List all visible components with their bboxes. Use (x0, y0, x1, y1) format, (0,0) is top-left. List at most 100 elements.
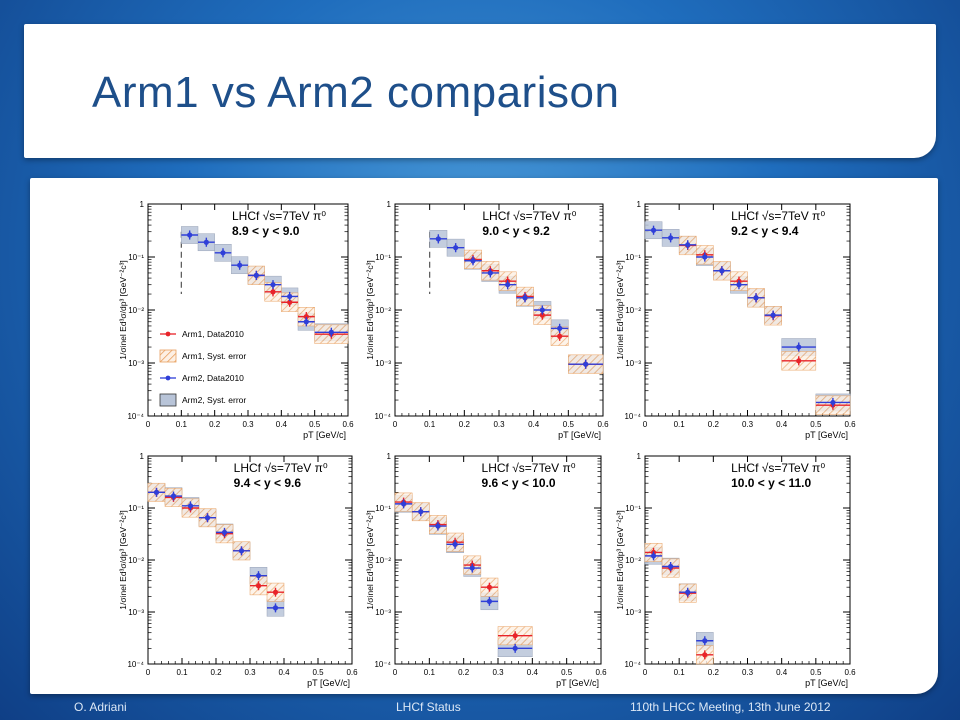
footer-author: O. Adriani (74, 700, 127, 714)
rapidity-range-label: 9.4 < y < 9.6 (234, 476, 302, 490)
x-tick-label: 0.6 (342, 420, 354, 429)
y-tick-label: 1 (140, 452, 145, 461)
x-axis-label: pT [GeV/c] (805, 678, 848, 688)
panel-label: LHCf √s=7TeV π⁰ (234, 461, 328, 475)
arm2-point (512, 645, 518, 651)
x-axis-label: pT [GeV/c] (805, 430, 848, 440)
x-tick-label: 0.3 (244, 668, 256, 677)
arm2-point (287, 293, 293, 300)
x-axis-label: pT [GeV/c] (558, 430, 601, 440)
arm2-point (237, 262, 243, 268)
x-tick-label: 0.4 (276, 420, 288, 429)
x-tick-label: 0.3 (742, 420, 754, 429)
arm1-point (796, 358, 802, 364)
rapidity-range-label: 10.0 < y < 11.0 (731, 476, 811, 490)
rapidity-range-label: 9.0 < y < 9.2 (482, 224, 550, 238)
arm2-point (418, 509, 424, 515)
arm2-point (253, 272, 259, 278)
arm1-point (486, 584, 493, 590)
x-axis-label: pT [GeV/c] (556, 678, 599, 688)
x-tick-label: 0.3 (742, 668, 754, 677)
y-axis-label: 1/σinel Ed³σ/dp³ [GeV⁻²c³] (365, 510, 375, 610)
panel-label: LHCf √s=7TeV π⁰ (482, 461, 576, 475)
x-tick-label: 0 (393, 420, 398, 429)
x-tick-label: 0.5 (312, 668, 324, 677)
arm2-point (539, 307, 545, 313)
y-tick-label: 10⁻³ (625, 608, 641, 617)
arm2-point (487, 270, 493, 276)
y-axis-label: 1/σinel Ed³σ/dp³ [GeV⁻²c³] (118, 510, 128, 610)
arm2-point (770, 312, 776, 318)
legend-label: Arm2, Syst. error (182, 395, 246, 405)
x-tick-label: 0.2 (708, 420, 720, 429)
x-tick-label: 0.4 (776, 668, 788, 677)
y-tick-label: 10⁻¹ (375, 253, 391, 262)
plots-figure: 0 0.1 0.2 0.3 0.4 0.5 0.6 10⁻⁴ 10⁻³ 10⁻² 10⁻¹ 1 pT [… (118, 200, 856, 688)
x-tick-label: 0.6 (844, 420, 856, 429)
x-tick-label: 0.1 (176, 668, 188, 677)
x-tick-label: 0 (643, 668, 648, 677)
arm2-point (650, 553, 657, 559)
y-tick-label: 10⁻³ (128, 608, 144, 617)
legend-swatch (159, 349, 177, 363)
y-axis-label: 1/σinel Ed³σ/dp³ [GeV⁻²c³] (118, 260, 128, 360)
legend-marker (165, 375, 171, 381)
arm1-point (539, 312, 545, 318)
y-axis-label: 1/σinel Ed³σ/dp³ [GeV⁻²c³] (615, 260, 625, 360)
x-tick-label: 0.1 (674, 668, 686, 677)
arm2-point (505, 282, 511, 288)
arm2-point (187, 503, 194, 509)
arm2-point (522, 295, 528, 301)
arm2-point (204, 515, 211, 521)
x-tick-label: 0.1 (176, 420, 188, 429)
arm2-point (668, 563, 674, 570)
y-tick-label: 10⁻² (375, 556, 391, 565)
x-tick-label: 0 (146, 668, 151, 677)
arm2-point (470, 258, 476, 264)
y-tick-label: 10⁻⁴ (127, 412, 144, 421)
arm1-point (287, 299, 293, 305)
arm2-point (435, 236, 441, 242)
slide-title: Arm1 vs Arm2 comparison (92, 68, 620, 117)
x-tick-label: 0.4 (776, 420, 788, 429)
arm1-point (303, 314, 309, 320)
y-tick-label: 10⁻² (625, 306, 641, 315)
x-tick-label: 0.6 (346, 668, 358, 677)
y-tick-label: 10⁻² (128, 556, 144, 565)
y-tick-label: 10⁻¹ (128, 504, 144, 513)
y-tick-label: 10⁻³ (375, 608, 391, 617)
panel-label: LHCf √s=7TeV π⁰ (731, 461, 825, 475)
y-tick-label: 10⁻² (625, 556, 641, 565)
x-tick-label: 0.1 (424, 668, 436, 677)
arm2-point (469, 565, 475, 571)
footer-meeting: 110th LHCC Meeting, 13th June 2012 (630, 700, 831, 714)
y-tick-label: 10⁻⁴ (624, 412, 641, 421)
arm2-point (753, 295, 759, 301)
arm1-point (557, 333, 563, 339)
y-tick-label: 10⁻² (128, 306, 144, 315)
chart-panel-1: 0 0.1 0.2 0.3 0.4 0.5 0.6 10⁻⁴ 10⁻³ 10⁻² 10⁻¹ 1 pT [… (118, 200, 354, 440)
panel-label: LHCf √s=7TeV π⁰ (482, 209, 576, 223)
y-tick-label: 1 (637, 200, 642, 209)
legend: Arm1, Data2010 Arm1, Syst. error Arm2, Dat… (159, 329, 246, 407)
y-tick-label: 10⁻¹ (625, 504, 641, 513)
y-tick-label: 10⁻³ (375, 359, 391, 368)
arm1-point (702, 652, 708, 658)
arm2-point (557, 325, 563, 331)
arm2-point (270, 282, 276, 288)
arm2-point (435, 523, 441, 529)
y-tick-label: 1 (637, 452, 642, 461)
x-tick-label: 0.4 (278, 668, 290, 677)
x-axis-label: pT [GeV/c] (307, 678, 350, 688)
arm2-point (203, 239, 209, 245)
x-tick-label: 0.6 (844, 668, 856, 677)
arm2-point (702, 638, 708, 644)
arm2-point (187, 232, 193, 238)
rapidity-range-label: 8.9 < y < 9.0 (232, 224, 300, 238)
y-axis-label: 1/σinel Ed³σ/dp³ [GeV⁻²c³] (365, 260, 375, 360)
x-tick-label: 0.2 (209, 420, 221, 429)
arm2-point (220, 250, 226, 256)
arm2-point (685, 589, 691, 595)
arm1-point (512, 633, 518, 639)
arm1-point (270, 289, 276, 295)
